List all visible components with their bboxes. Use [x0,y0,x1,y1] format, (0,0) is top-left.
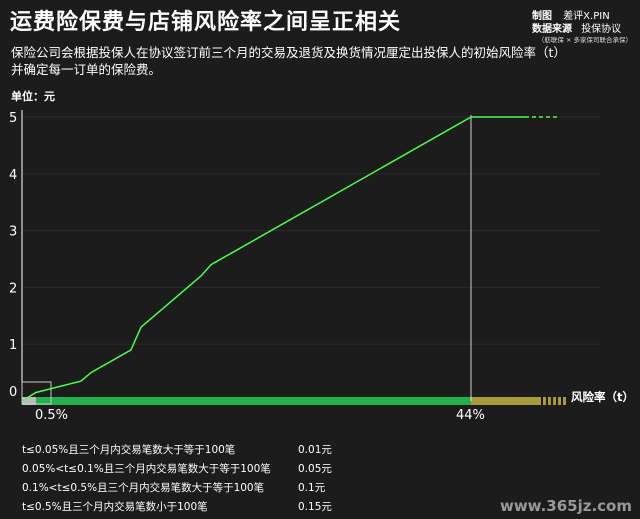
x-marker-label-44: 44% [456,408,485,423]
tier-row: 0.1%<t≤0.5%且三个月内交易笔数大于等于100笔 0.1元 [22,479,422,498]
tier-condition: 0.05%<t≤0.1%且三个月内交易笔数大于等于100笔 [22,463,271,475]
x-axis-label: 风险率（t） [571,390,634,404]
tier-row: 0.05%<t≤0.1%且三个月内交易笔数大于等于100笔 0.05元 [22,460,422,479]
tier-condition: t≤0.5%且三个月内交易笔数小于100笔 [22,501,208,513]
axis-bar-dash [558,397,561,405]
axis-bar-start-segment [22,397,36,405]
watermark: www.365jz.com [499,497,632,515]
y-tick-layer: 0 1 2 3 4 5 [9,111,17,400]
axis-bar-main-segment [36,397,471,405]
axis-bar-dash [553,397,556,405]
tier-row: t≤0.05%且三个月内交易笔数大于等于100笔 0.01元 [22,441,422,460]
axis-bar-dash [563,397,566,405]
series-line [21,116,525,402]
source-note: （舫联保 × 多家保司联合承保） [537,36,632,44]
y-tick-label: 0 [9,385,17,400]
tier-condition: 0.1%<t≤0.5%且三个月内交易笔数大于等于100笔 [22,482,265,494]
source-value: 投保协议 [581,24,622,35]
y-tick-label: 2 [9,281,17,296]
source-label: 数据来源 [532,24,572,35]
y-tick-label: 1 [9,338,17,353]
tier-fee: 0.1元 [298,482,326,494]
y-tick-label: 3 [9,225,17,240]
made-by-value: 差评X.PIN [563,11,610,22]
axis-bar-end-segment [471,397,541,405]
credits-block: 制图 差评X.PIN 数据来源 投保协议 （舫联保 × 多家保司联合承保） [532,10,636,44]
x-marker-label-0-5: 0.5% [35,408,68,423]
y-tick-label: 4 [9,168,17,183]
made-by-line: 制图 差评X.PIN [532,10,636,23]
tier-fee: 0.01元 [298,444,332,456]
y-tick-label: 5 [9,111,17,126]
tier-fee: 0.05元 [298,463,332,475]
chart-title: 运费险保费与店铺风险率之间呈正相关 [10,10,402,35]
axis-bar-dashed-segment [543,397,566,405]
grid-layer [22,116,600,345]
source-line: 数据来源 投保协议 [532,23,636,36]
unit-label: 单位：元 [11,90,55,103]
tier-condition: t≤0.05%且三个月内交易笔数大于等于100笔 [22,444,236,456]
fee-tier-table: t≤0.05%且三个月内交易笔数大于等于100笔 0.01元 0.05%<t≤0… [22,441,422,517]
tier-fee: 0.15元 [298,501,332,513]
zoom-box [21,381,52,405]
tier-row: t≤0.5%且三个月内交易笔数小于100笔 0.15元 [22,498,422,517]
chart-subtitle: 保险公司会根据投保人在协议签订前三个月的交易及退货及换货情况厘定出投保人的初始风… [11,45,566,77]
axis-bar-dash [543,397,546,405]
made-by-label: 制图 [532,11,552,22]
axis-bar-dash [548,397,551,405]
